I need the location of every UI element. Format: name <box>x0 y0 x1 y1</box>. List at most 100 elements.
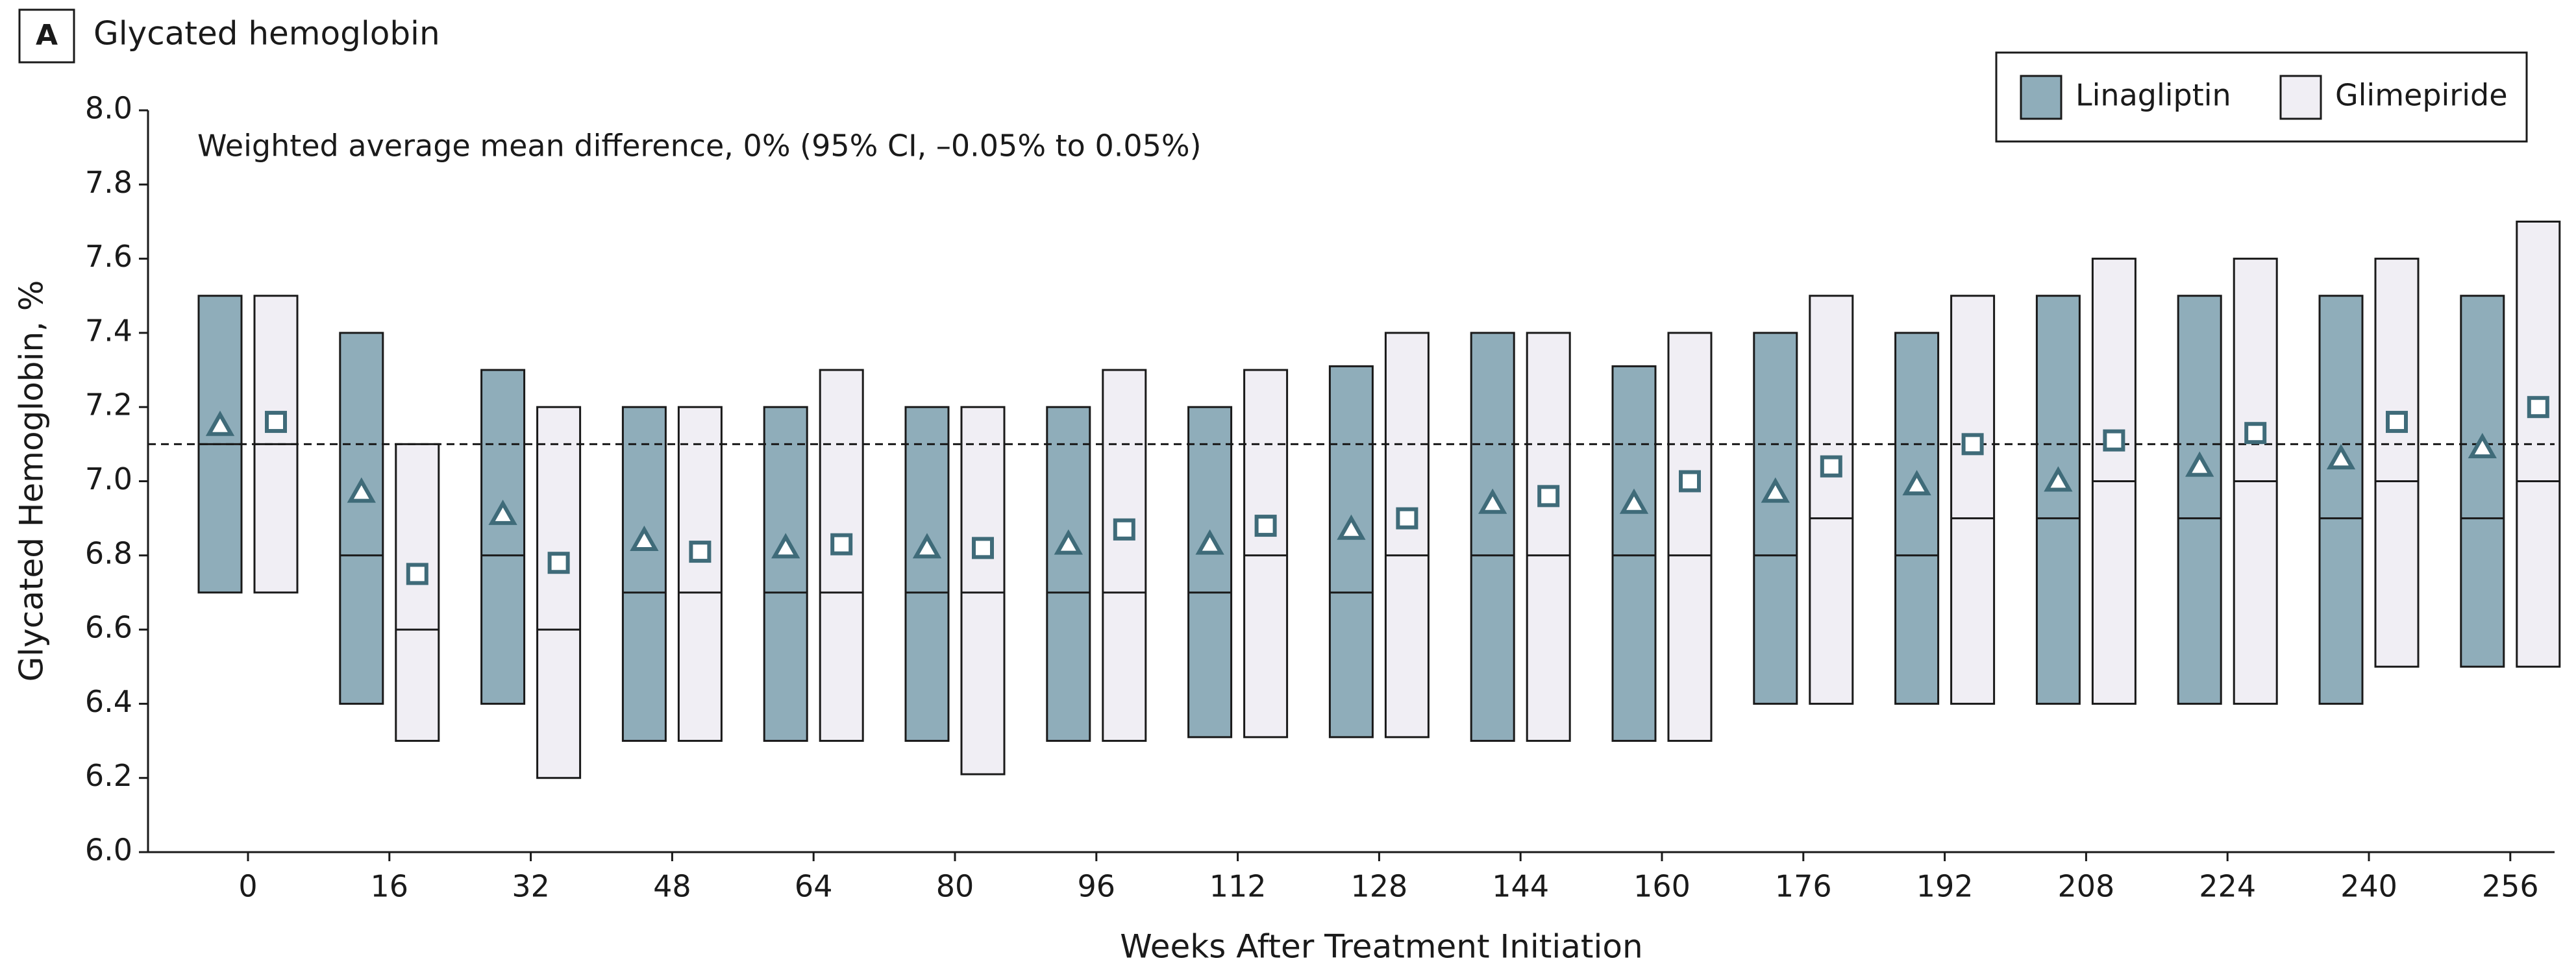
y-tick-label: 8.0 <box>85 91 132 126</box>
annotation: Weighted average mean difference, 0% (95… <box>197 129 1202 164</box>
box <box>819 369 864 742</box>
box <box>1243 369 1289 739</box>
panel-label: A <box>36 19 58 52</box>
mean-marker <box>1254 515 1277 537</box>
x-axis-label: Weeks After Treatment Initiation <box>1120 928 1642 966</box>
box <box>1809 295 1854 705</box>
box <box>2035 295 2081 705</box>
legend-label: Linagliptin <box>2075 78 2231 113</box>
legend-label: Glimepiride <box>2335 78 2508 113</box>
box <box>1384 332 1430 739</box>
y-tick-label: 7.8 <box>85 165 132 200</box>
mean-marker <box>1478 488 1507 514</box>
y-tick-label: 6.2 <box>85 758 132 793</box>
x-tick-label: 0 <box>238 869 257 904</box>
mean-marker <box>1820 455 1842 478</box>
x-tick-label: 128 <box>1350 869 1407 904</box>
mean-marker <box>630 525 659 551</box>
x-tick-label: 160 <box>1633 869 1690 904</box>
mean-marker <box>2527 396 2549 419</box>
box <box>1470 332 1515 742</box>
x-tick-label: 208 <box>2057 869 2114 904</box>
y-tick-label: 6.6 <box>85 610 132 645</box>
mean-marker <box>771 533 800 559</box>
mean-marker <box>2103 429 2125 452</box>
x-tick-label: 96 <box>1078 869 1116 904</box>
mean-marker <box>2044 466 2073 492</box>
y-tick-label: 6.8 <box>85 535 132 570</box>
mean-marker <box>972 537 994 559</box>
mean-marker <box>912 533 942 559</box>
x-tick-label: 48 <box>653 869 691 904</box>
box <box>2374 258 2420 668</box>
box <box>480 369 526 705</box>
legend-box <box>1995 51 2528 143</box>
x-tick-label: 16 <box>371 869 409 904</box>
mean-marker <box>2326 444 2356 470</box>
box <box>1894 332 1940 705</box>
mean-marker <box>2185 451 2214 477</box>
mean-marker <box>1761 477 1790 503</box>
box <box>1611 365 1657 742</box>
mean-marker <box>2386 411 2408 434</box>
x-tick-label: 240 <box>2340 869 2397 904</box>
mean-marker <box>347 477 376 503</box>
y-tick-label: 7.4 <box>85 313 132 348</box>
mean-marker <box>689 541 712 563</box>
panel-box <box>18 8 75 64</box>
box <box>339 332 384 705</box>
box <box>1102 369 1147 742</box>
mean-marker <box>1054 529 1083 555</box>
box <box>1753 332 1798 705</box>
x-tick-label: 176 <box>1775 869 1832 904</box>
y-axis-label: Glycated Hemoglobin, % <box>13 280 51 682</box>
mean-marker <box>2244 422 2267 445</box>
x-tick-label: 80 <box>936 869 974 904</box>
legend-swatch <box>2279 75 2322 120</box>
box <box>621 406 667 742</box>
mean-marker <box>1961 433 1984 456</box>
box <box>1950 295 1996 705</box>
y-tick-label: 6.4 <box>85 684 132 719</box>
x-tick-label: 112 <box>1209 869 1267 904</box>
box <box>2177 295 2222 705</box>
mean-marker <box>406 563 428 585</box>
box <box>1046 406 1091 742</box>
box <box>677 406 723 742</box>
mean-marker <box>1679 470 1701 493</box>
mean-marker <box>830 533 853 556</box>
mean-marker <box>1337 514 1366 540</box>
x-tick-label: 32 <box>512 869 550 904</box>
mean-marker <box>488 499 517 525</box>
legend-swatch <box>2020 75 2062 120</box>
mean-marker <box>1619 488 1649 514</box>
box <box>1526 332 1571 742</box>
y-tick-label: 6.0 <box>85 833 132 868</box>
box <box>763 406 808 742</box>
box <box>2318 295 2364 705</box>
x-tick-label: 224 <box>2199 869 2256 904</box>
mean-marker <box>265 411 287 434</box>
box <box>536 406 582 779</box>
box <box>904 406 950 742</box>
x-tick-label: 192 <box>1916 869 1974 904</box>
mean-marker <box>2468 432 2497 459</box>
chart-title: Glycated hemoglobin <box>93 15 440 53</box>
mean-marker <box>1195 529 1224 555</box>
mean-marker <box>1396 507 1418 530</box>
box <box>1667 332 1713 742</box>
box <box>395 443 440 742</box>
mean-marker <box>205 410 235 436</box>
box <box>1328 365 1374 739</box>
box <box>2460 295 2505 668</box>
y-tick-label: 7.6 <box>85 239 132 274</box>
box <box>1187 406 1233 739</box>
x-tick-label: 144 <box>1492 869 1549 904</box>
y-tick-label: 7.2 <box>85 387 132 422</box>
y-tick-label: 7.0 <box>85 461 132 496</box>
x-tick-label: 256 <box>2482 869 2539 904</box>
mean-marker <box>1902 470 1931 496</box>
x-tick-label: 64 <box>795 869 833 904</box>
